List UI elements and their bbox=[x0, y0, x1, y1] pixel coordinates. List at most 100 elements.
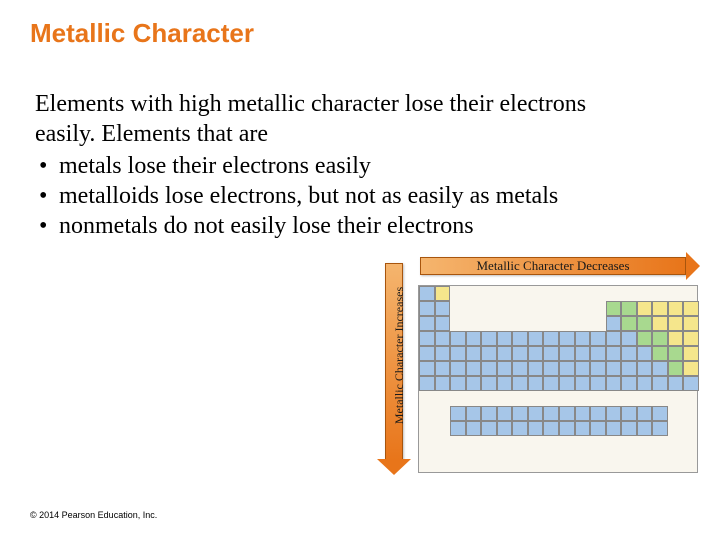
element-cell bbox=[606, 406, 622, 421]
element-cell bbox=[590, 331, 606, 346]
element-cell bbox=[668, 316, 684, 331]
element-cell bbox=[528, 361, 544, 376]
element-cell bbox=[606, 421, 622, 436]
element-cell bbox=[621, 421, 637, 436]
element-cell bbox=[497, 376, 513, 391]
element-cell bbox=[606, 361, 622, 376]
element-cell bbox=[512, 376, 528, 391]
element-cell bbox=[497, 406, 513, 421]
intro-text: Elements with high metallic character lo… bbox=[35, 89, 640, 149]
element-cell bbox=[497, 361, 513, 376]
element-cell bbox=[435, 301, 451, 316]
element-cell bbox=[497, 421, 513, 436]
element-cell bbox=[450, 346, 466, 361]
bullet-item: metals lose their electrons easily bbox=[35, 151, 640, 181]
element-cell bbox=[606, 316, 622, 331]
element-cell bbox=[435, 346, 451, 361]
element-cell bbox=[512, 406, 528, 421]
element-cell bbox=[450, 406, 466, 421]
element-cell bbox=[575, 331, 591, 346]
element-cell bbox=[435, 361, 451, 376]
element-cell bbox=[543, 331, 559, 346]
element-cell bbox=[652, 406, 668, 421]
element-cell bbox=[419, 376, 435, 391]
element-cell bbox=[435, 376, 451, 391]
element-cell bbox=[419, 346, 435, 361]
element-cell bbox=[575, 406, 591, 421]
element-cell bbox=[466, 421, 482, 436]
element-cell bbox=[621, 301, 637, 316]
element-cell bbox=[559, 361, 575, 376]
element-cell bbox=[575, 346, 591, 361]
element-cell bbox=[419, 301, 435, 316]
element-cell bbox=[450, 421, 466, 436]
element-cell bbox=[450, 331, 466, 346]
arrow-right-icon bbox=[686, 252, 700, 280]
element-cell bbox=[637, 346, 653, 361]
element-cell bbox=[652, 361, 668, 376]
element-cell bbox=[466, 346, 482, 361]
element-cell bbox=[481, 421, 497, 436]
element-cell bbox=[559, 376, 575, 391]
element-cell bbox=[543, 346, 559, 361]
element-cell bbox=[450, 376, 466, 391]
page-title: Metallic Character bbox=[0, 0, 720, 49]
element-cell bbox=[466, 406, 482, 421]
element-cell bbox=[668, 346, 684, 361]
vertical-arrow-body: Metallic Character Increases bbox=[385, 263, 403, 461]
element-cell bbox=[652, 376, 668, 391]
element-cell bbox=[497, 346, 513, 361]
element-cell bbox=[419, 331, 435, 346]
element-cell bbox=[590, 421, 606, 436]
bullet-item: nonmetals do not easily lose their elect… bbox=[35, 211, 640, 241]
element-cell bbox=[559, 346, 575, 361]
element-cell bbox=[419, 361, 435, 376]
element-cell bbox=[450, 361, 466, 376]
element-cell bbox=[637, 421, 653, 436]
horizontal-arrow-label: Metallic Character Decreases bbox=[476, 258, 629, 274]
element-cell bbox=[559, 421, 575, 436]
element-cell bbox=[512, 346, 528, 361]
bullet-item: metalloids lose electrons, but not as ea… bbox=[35, 181, 640, 211]
vertical-arrow-label: Metallic Character Increases bbox=[391, 264, 409, 446]
element-cell bbox=[497, 331, 513, 346]
element-cell bbox=[559, 331, 575, 346]
element-cell bbox=[621, 316, 637, 331]
element-cell bbox=[621, 406, 637, 421]
element-cell bbox=[512, 331, 528, 346]
vertical-arrow: Metallic Character Increases bbox=[380, 263, 408, 475]
element-cell bbox=[621, 346, 637, 361]
horizontal-arrow-body: Metallic Character Decreases bbox=[420, 257, 686, 275]
element-cell bbox=[621, 361, 637, 376]
element-cell bbox=[637, 376, 653, 391]
element-cell bbox=[481, 406, 497, 421]
arrow-down-icon bbox=[377, 459, 411, 475]
element-cell bbox=[683, 331, 699, 346]
element-cell bbox=[528, 421, 544, 436]
periodic-table-figure: Metallic Character Increases Metallic Ch… bbox=[380, 255, 700, 475]
element-cell bbox=[652, 421, 668, 436]
element-cell bbox=[466, 376, 482, 391]
element-cell bbox=[652, 316, 668, 331]
element-cell bbox=[652, 301, 668, 316]
element-cell bbox=[668, 361, 684, 376]
element-cell bbox=[575, 421, 591, 436]
element-cell bbox=[466, 331, 482, 346]
element-cell bbox=[528, 331, 544, 346]
element-cell bbox=[606, 301, 622, 316]
element-cell bbox=[621, 331, 637, 346]
periodic-table-grid bbox=[418, 285, 698, 473]
element-cell bbox=[528, 346, 544, 361]
element-cell bbox=[559, 406, 575, 421]
element-cell bbox=[466, 361, 482, 376]
element-cell bbox=[637, 406, 653, 421]
element-cell bbox=[652, 346, 668, 361]
element-cell bbox=[668, 331, 684, 346]
element-cell bbox=[512, 421, 528, 436]
element-cell bbox=[590, 361, 606, 376]
copyright: © 2014 Pearson Education, Inc. bbox=[30, 510, 157, 520]
bullet-list: metals lose their electrons easily metal… bbox=[35, 151, 640, 241]
element-cell bbox=[543, 376, 559, 391]
element-cell bbox=[543, 406, 559, 421]
element-cell bbox=[621, 376, 637, 391]
